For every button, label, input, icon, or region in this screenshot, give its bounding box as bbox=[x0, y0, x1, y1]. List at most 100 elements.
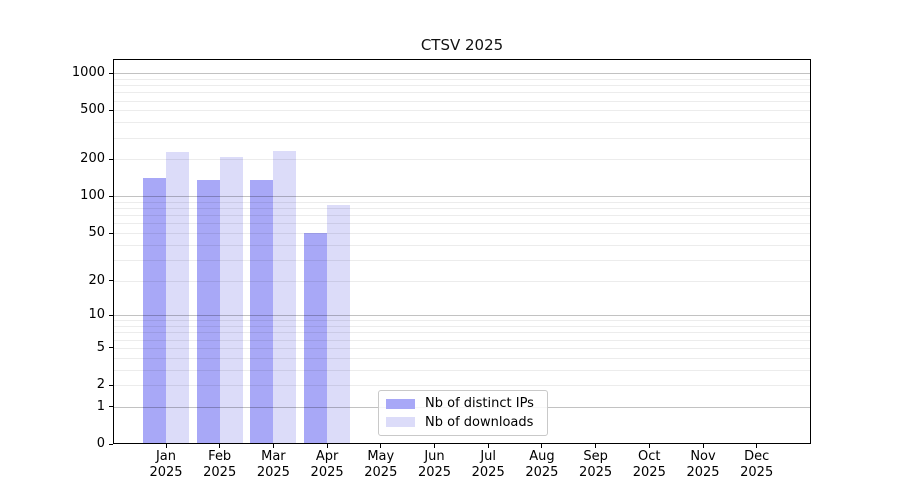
x-tick-nov bbox=[702, 444, 704, 448]
y-gridline-minor-20 bbox=[113, 280, 811, 282]
y-tick-100 bbox=[109, 195, 113, 197]
x-tick-year: 2025 bbox=[471, 465, 505, 480]
y-tick-label-1: 1 bbox=[96, 398, 105, 414]
x-tick-mar bbox=[272, 444, 274, 448]
legend-label-downloads: Nb of downloads bbox=[425, 414, 534, 430]
y-gridline-minor-800 bbox=[113, 85, 811, 87]
bar-nb-of-distinct-ips-apr bbox=[304, 233, 328, 444]
y-gridline-major-1000 bbox=[113, 73, 811, 75]
y-tick-label-10: 10 bbox=[88, 307, 105, 323]
x-tick-month: Jan bbox=[155, 449, 177, 464]
x-tick-label-jun: Jun 2025 bbox=[405, 449, 465, 481]
bar-nb-of-downloads-jan bbox=[166, 152, 189, 444]
x-tick-label-oct: Oct 2025 bbox=[619, 449, 679, 481]
legend-label-distinct-ips: Nb of distinct IPs bbox=[425, 396, 534, 412]
y-gridline-minor-30 bbox=[113, 259, 811, 261]
x-tick-label-mar: Mar 2025 bbox=[243, 449, 303, 481]
y-gridline-major-100 bbox=[113, 196, 811, 198]
x-tick-month: Nov bbox=[690, 449, 716, 464]
bar-nb-of-distinct-ips-feb bbox=[196, 180, 220, 444]
y-gridline-minor-60 bbox=[113, 223, 811, 225]
x-tick-year: 2025 bbox=[740, 465, 774, 480]
x-tick-apr bbox=[326, 444, 328, 448]
x-tick-month: Apr bbox=[315, 449, 339, 464]
y-tick-20 bbox=[109, 280, 113, 282]
bar-nb-of-downloads-mar bbox=[273, 150, 297, 444]
y-gridline-minor-4 bbox=[113, 357, 811, 359]
chart-title: CTSV 2025 bbox=[420, 36, 504, 54]
x-tick-label-dec: Dec 2025 bbox=[727, 449, 787, 481]
x-tick-year: 2025 bbox=[256, 465, 290, 480]
bar-nb-of-downloads-feb bbox=[219, 156, 243, 444]
y-tick-500 bbox=[109, 109, 113, 111]
y-tick-label-500: 500 bbox=[80, 102, 105, 118]
x-tick-month: Jun bbox=[424, 449, 445, 464]
x-tick-year: 2025 bbox=[203, 465, 237, 480]
y-tick-label-100: 100 bbox=[80, 188, 105, 204]
x-tick-month: Sep bbox=[583, 449, 608, 464]
y-tick-label-200: 200 bbox=[80, 151, 105, 167]
x-tick-sep bbox=[595, 444, 597, 448]
x-tick-label-jan: Jan 2025 bbox=[136, 449, 196, 481]
x-tick-year: 2025 bbox=[417, 465, 452, 480]
x-tick-year: 2025 bbox=[632, 465, 666, 480]
x-tick-month: Mar bbox=[261, 449, 286, 464]
x-tick-label-nov: Nov 2025 bbox=[673, 449, 733, 481]
y-tick-200 bbox=[109, 158, 113, 160]
x-tick-year: 2025 bbox=[310, 465, 344, 480]
y-gridline-minor-40 bbox=[113, 244, 811, 246]
y-gridline-minor-5 bbox=[113, 347, 811, 349]
x-tick-dec bbox=[756, 444, 758, 448]
x-tick-label-apr: Apr 2025 bbox=[297, 449, 357, 481]
y-gridline-minor-7 bbox=[113, 332, 811, 334]
legend-swatch-downloads bbox=[386, 417, 415, 428]
legend-item-distinct-ips: Nb of distinct IPs bbox=[386, 396, 540, 411]
bar-nb-of-distinct-ips-jan bbox=[143, 177, 166, 444]
y-gridline-minor-8 bbox=[113, 326, 811, 328]
y-tick-label-20: 20 bbox=[88, 272, 105, 288]
y-tick-label-1000: 1000 bbox=[71, 65, 105, 81]
y-gridline-minor-80 bbox=[113, 208, 811, 210]
y-tick-5 bbox=[109, 347, 113, 349]
x-tick-month: May bbox=[367, 449, 395, 464]
y-tick-50 bbox=[109, 232, 113, 234]
y-tick-2 bbox=[109, 384, 113, 386]
y-tick-0 bbox=[109, 443, 113, 445]
y-tick-label-0: 0 bbox=[96, 436, 105, 451]
x-tick-feb bbox=[219, 444, 221, 448]
x-tick-oct bbox=[648, 444, 650, 448]
legend-swatch-distinct-ips bbox=[386, 398, 415, 409]
y-tick-label-5: 5 bbox=[96, 339, 105, 355]
bar-nb-of-distinct-ips-mar bbox=[250, 180, 274, 444]
x-tick-year: 2025 bbox=[364, 465, 398, 480]
x-tick-year: 2025 bbox=[149, 465, 183, 480]
y-gridline-minor-90 bbox=[113, 202, 811, 203]
y-tick-label-50: 50 bbox=[88, 225, 105, 240]
y-tick-1000 bbox=[109, 72, 113, 74]
legend: Nb of distinct IPs Nb of downloads bbox=[378, 390, 548, 436]
x-tick-month: Jul bbox=[480, 449, 497, 464]
y-gridline-minor-700 bbox=[113, 92, 811, 94]
y-gridline-minor-3 bbox=[113, 369, 811, 371]
x-tick-may bbox=[380, 444, 382, 448]
x-tick-year: 2025 bbox=[686, 465, 720, 480]
x-tick-label-sep: Sep 2025 bbox=[566, 449, 626, 481]
x-tick-jan bbox=[165, 444, 167, 448]
y-gridline-minor-200 bbox=[113, 159, 811, 161]
y-gridline-minor-6 bbox=[113, 339, 811, 341]
y-gridline-minor-70 bbox=[113, 215, 811, 217]
legend-item-downloads: Nb of downloads bbox=[386, 415, 540, 430]
y-tick-10 bbox=[109, 314, 113, 316]
y-gridline-major-10 bbox=[113, 315, 811, 317]
x-tick-month: Aug bbox=[529, 449, 555, 464]
y-gridline-minor-300 bbox=[113, 137, 811, 139]
y-gridline-minor-900 bbox=[113, 78, 811, 80]
x-tick-jul bbox=[487, 444, 489, 448]
x-tick-label-jul: Jul 2025 bbox=[458, 449, 518, 481]
y-gridline-minor-600 bbox=[113, 100, 811, 102]
y-tick-1 bbox=[109, 406, 113, 408]
bar-nb-of-downloads-apr bbox=[327, 205, 351, 444]
x-tick-month: Feb bbox=[208, 449, 232, 464]
x-tick-jun bbox=[434, 444, 435, 448]
